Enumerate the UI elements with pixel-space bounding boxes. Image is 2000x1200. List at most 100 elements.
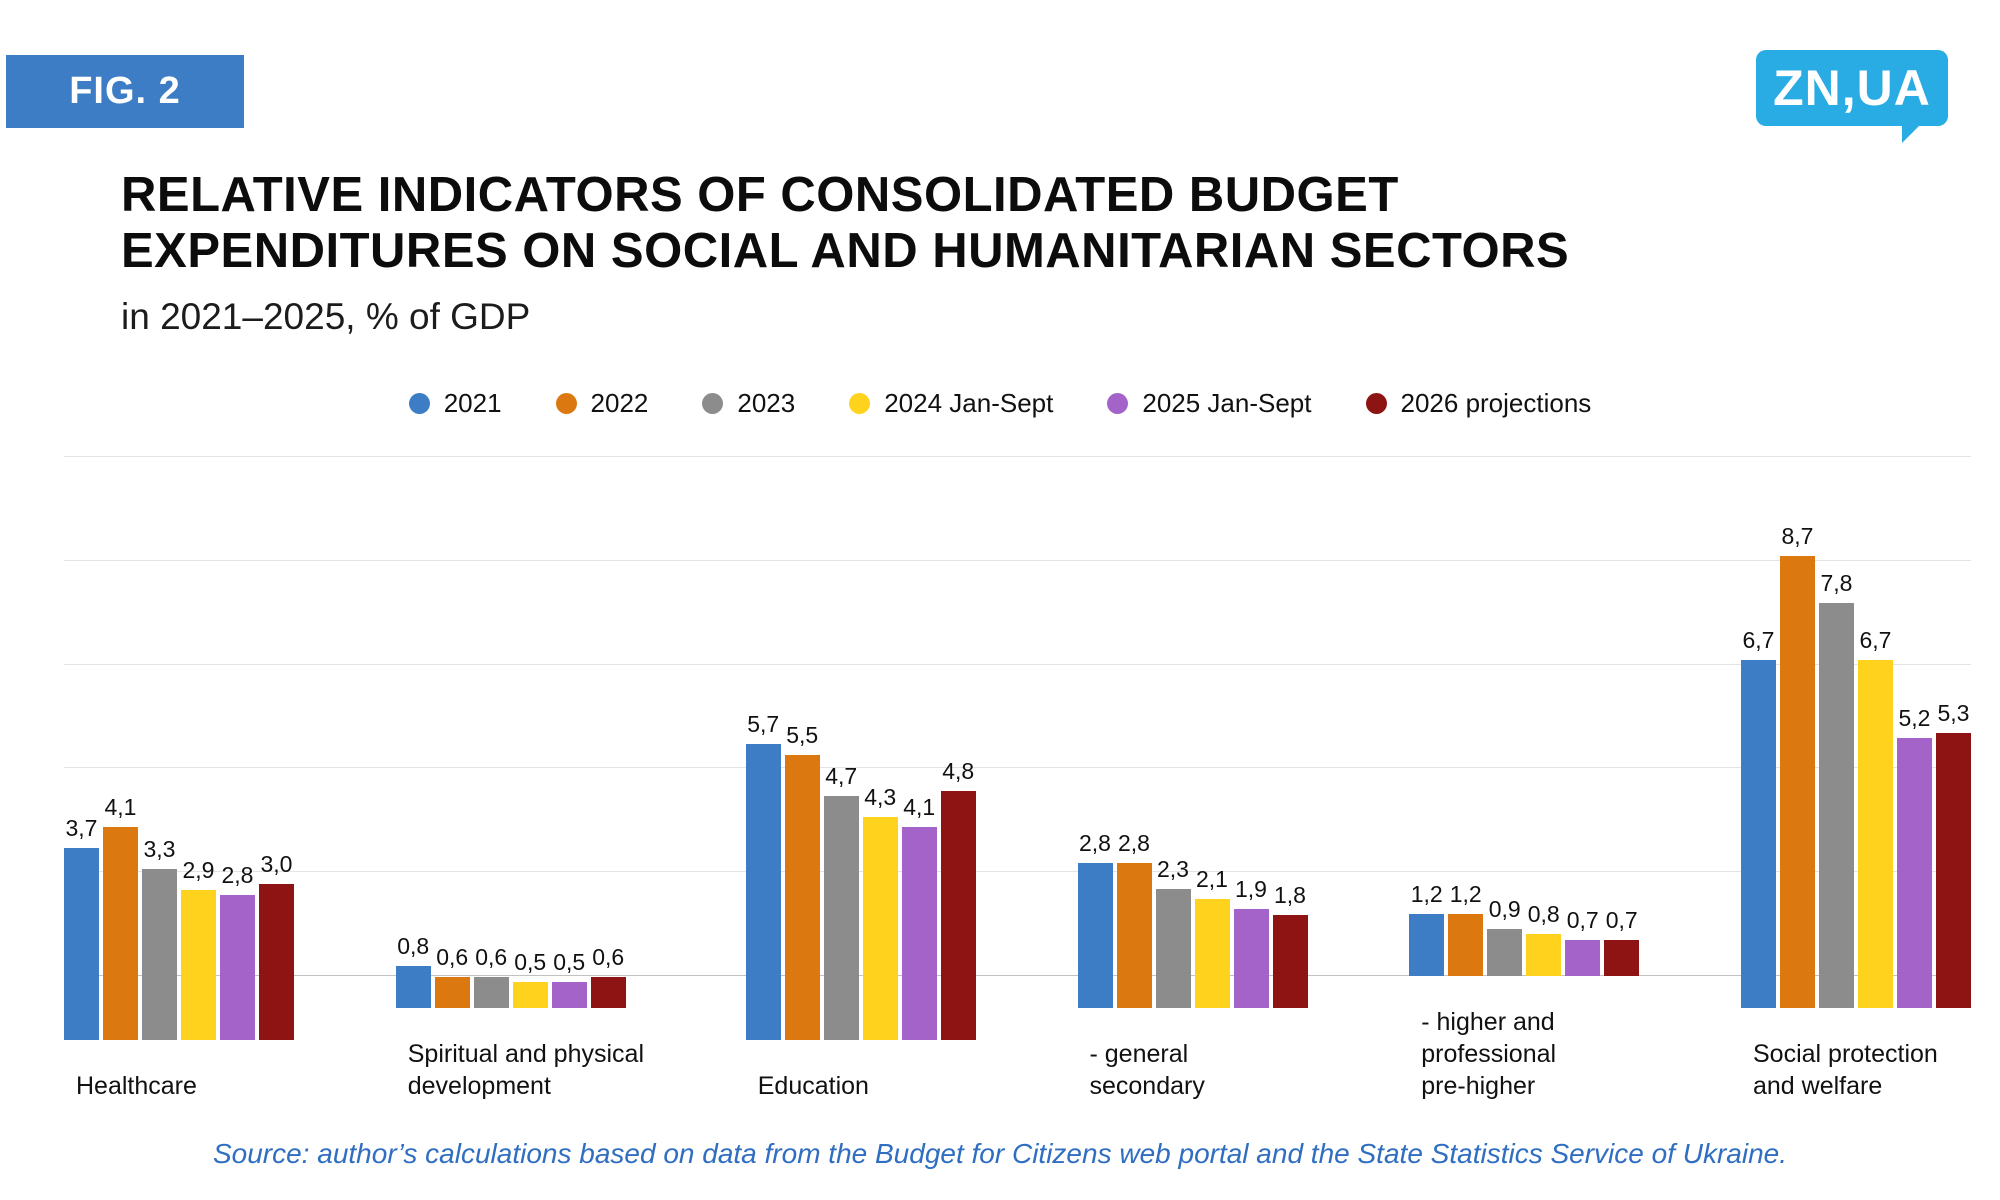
legend-label: 2025 Jan-Sept <box>1142 388 1312 418</box>
bar-2021 <box>64 847 99 1040</box>
bar-cell: 3,3 <box>142 836 177 1040</box>
bar-2025-jan-sept <box>1565 939 1601 976</box>
gridline <box>64 871 1971 873</box>
bar-value-label: 5,7 <box>747 711 780 738</box>
bar-cell: 5,2 <box>1897 705 1932 1008</box>
bar-value-label: 4,7 <box>825 763 858 790</box>
legend-dot <box>702 393 724 414</box>
bar-value-label: 0,8 <box>397 933 430 960</box>
bar-value-label: 0,6 <box>592 943 625 970</box>
bar-cell: 3,0 <box>259 851 294 1040</box>
legend-item-2023: 2023 <box>702 388 795 419</box>
bar-value-label: 1,2 <box>1410 880 1443 907</box>
category-label: Education <box>757 1072 869 1100</box>
bar-value-label: 4,1 <box>903 794 936 821</box>
bar-2021 <box>745 744 781 1040</box>
bar-cluster: 1,2 1,2 0,9 0,8 0,7 0,7 <box>1409 457 1640 976</box>
bar-2025-jan-sept <box>1233 909 1269 1008</box>
bar-cell: 0,5 <box>512 949 548 1008</box>
bar-cluster: 5,7 5,5 4,7 4,3 4,1 4,8 <box>745 521 976 1040</box>
bar-value-label: 2,8 <box>1118 829 1150 856</box>
bar-value-label: 0,5 <box>514 949 547 976</box>
bar-group-higher-and-professional-pre-higher: 1,2 1,2 0,9 0,8 0,7 0,7- higher and professio… <box>1409 457 1640 1102</box>
bar-value-label: 4,1 <box>104 794 137 821</box>
bar-2023 <box>1155 888 1191 1008</box>
bar-value-label: 0,9 <box>1488 896 1521 923</box>
bar-cell: 3,7 <box>64 815 99 1040</box>
bar-2023 <box>1487 929 1523 976</box>
x-axis-baseline <box>64 975 1971 976</box>
bar-2026-projections <box>259 884 294 1040</box>
bar-2026-projections <box>590 976 626 1008</box>
bar-value-label: 0,5 <box>553 949 586 976</box>
bar-value-label: 5,5 <box>786 721 819 748</box>
bar-value-label: 2,9 <box>182 856 215 883</box>
bar-cell: 2,1 <box>1194 866 1230 1008</box>
gridlines <box>64 456 1971 976</box>
bar-2025-jan-sept <box>901 827 937 1040</box>
bar-value-label: 4,3 <box>864 783 897 810</box>
bar-group-education: 5,7 5,5 4,7 4,3 4,1 4,8 Education <box>745 521 976 1102</box>
page-title-line-1: RELATIVE INDICATORS OF CONSOLIDATED BUDG… <box>121 168 1399 222</box>
bar-2021 <box>1409 913 1445 976</box>
znua-logo-text: ZN,UA <box>1773 60 1931 116</box>
category-label: - higher and professional pre-higher <box>1421 1008 1557 1100</box>
bar-2023 <box>142 868 177 1040</box>
bar-group-healthcare: 3,7 4,1 3,3 2,9 2,8 3,0 Healthcare <box>64 521 294 1102</box>
legend-item-2021: 2021 <box>408 388 502 419</box>
legend-dot <box>408 393 430 414</box>
legend-label: 2026 projections <box>1400 388 1592 418</box>
bar-cell: 5,7 <box>745 711 781 1040</box>
bar-2026-projections <box>1604 939 1640 976</box>
bar-cell: 1,2 <box>1448 881 1484 976</box>
gridline <box>64 767 1971 769</box>
bar-2023 <box>473 976 509 1008</box>
bar-2022 <box>1116 862 1152 1008</box>
bar-value-label: 2,3 <box>1157 855 1189 882</box>
bar-group-social-protection-and-welfare: 6,7 8,7 7,8 6,7 5,2 5,3 Social protection and … <box>1741 489 1971 1102</box>
bar-value-label: 3,0 <box>260 851 293 878</box>
bar-value-label: 3,7 <box>65 814 98 841</box>
page-title-line-2: EXPENDITURES ON SOCIAL AND HUMANITARIAN … <box>121 223 1570 278</box>
bar-value-label: 0,8 <box>1527 901 1560 928</box>
bar-cell: 2,8 <box>1116 829 1152 1008</box>
bar-cell: 2,9 <box>181 856 216 1040</box>
legend-dot <box>1107 393 1129 414</box>
bar-value-label: 5,2 <box>1898 705 1931 732</box>
bar-group-general-secondary: 2,8 2,8 2,3 2,1 1,9 1,8 - general secondary <box>1077 489 1308 1102</box>
bar-value-label: 4,8 <box>942 757 975 784</box>
bar-2022 <box>1780 556 1815 1008</box>
bar-cell: 4,3 <box>862 783 898 1040</box>
bar-2022 <box>1448 913 1484 976</box>
bar-groups: 3,7 4,1 3,3 2,9 2,8 3,0 Healthcare 0,8 0,6 0,6 0,5… <box>64 457 1971 1102</box>
bar-cluster: 6,7 8,7 7,8 6,7 5,2 5,3 <box>1741 489 1971 1008</box>
bar-2025-jan-sept <box>1897 738 1932 1008</box>
legend-item-2026-projections: 2026 projections <box>1365 388 1592 419</box>
bar-2024-jan-sept <box>1194 899 1230 1008</box>
bar-cell: 4,7 <box>823 763 859 1040</box>
gridline <box>64 663 1971 665</box>
bar-value-label: 6,7 <box>1859 627 1892 654</box>
bar-value-label: 0,7 <box>1605 906 1638 933</box>
source-note: Source: author’s calculations based on d… <box>212 1138 1788 1169</box>
title-block: RELATIVE INDICATORS OF CONSOLIDATED BUDG… <box>121 168 1569 338</box>
legend-label: 2023 <box>737 388 796 418</box>
legend-dot <box>1365 393 1387 414</box>
bar-2026-projections <box>1272 914 1308 1008</box>
bar-value-label: 1,8 <box>1274 881 1306 908</box>
bar-cell: 5,5 <box>784 721 820 1040</box>
bar-cell: 7,8 <box>1819 570 1854 1008</box>
bar-2023 <box>1819 603 1854 1008</box>
bar-2024-jan-sept <box>512 982 548 1008</box>
bar-value-label: 2,1 <box>1196 866 1228 893</box>
bar-value-label: 0,7 <box>1566 906 1599 933</box>
bar-cell: 1,2 <box>1409 880 1445 976</box>
bar-2022 <box>103 827 138 1040</box>
bar-value-label: 0,6 <box>475 943 508 970</box>
fig-badge: FIG. 2 <box>6 55 244 128</box>
bar-cell: 4,8 <box>940 757 976 1040</box>
bar-cluster: 3,7 4,1 3,3 2,9 2,8 3,0 <box>64 521 294 1040</box>
bar-cell: 6,7 <box>1741 627 1776 1008</box>
chart-area: 3,7 4,1 3,3 2,9 2,8 3,0 Healthcare 0,8 0,6 0,6 0,5… <box>64 456 1971 1102</box>
